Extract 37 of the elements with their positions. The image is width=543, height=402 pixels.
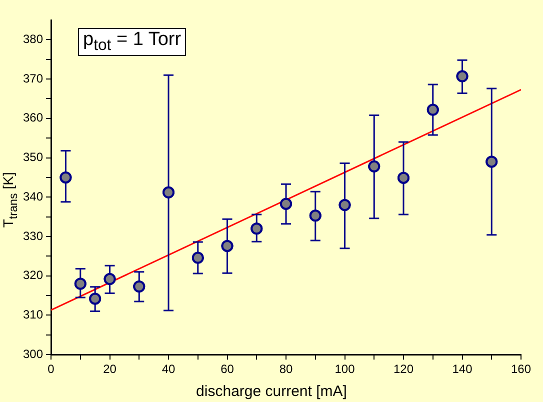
y-tick-label: 300 [22,346,44,361]
point [456,70,468,82]
point [250,222,263,235]
y-tick-label: 380 [22,32,44,46]
point [368,160,380,172]
point [192,252,204,264]
point [221,240,234,252]
x-tick-label: 60 [220,362,234,376]
point [398,172,410,184]
point [426,104,439,116]
point [309,210,322,222]
point [104,273,116,286]
x-axis-title: discharge current [mA] [195,383,348,400]
x-tick-label: 80 [279,362,294,376]
y-tick-label: 310 [22,308,44,322]
point [89,292,102,305]
x-tick-label: 20 [103,362,117,376]
x-tick-label: 100 [334,362,356,376]
y-tick-label: 370 [22,71,44,86]
x-tick-label: 140 [452,362,473,376]
y-tick-label: 320 [22,268,44,282]
y-tick-label: 330 [22,228,44,243]
point [338,199,351,212]
point [280,198,292,210]
x-tick-label: 160 [510,362,532,376]
y-tick-label: 360 [22,110,44,125]
point [74,278,86,290]
point [486,156,498,168]
x-tick-label: 120 [393,362,414,376]
x-tick-label: 0 [48,362,55,376]
point [133,280,146,292]
y-tick-label: 350 [22,150,44,164]
point [162,186,175,198]
y-tick-label: 340 [22,189,44,204]
point [60,171,72,184]
annotation: p$_{tot}$ = 1 Torr [78,28,186,56]
x-tick-label: 40 [162,362,176,376]
